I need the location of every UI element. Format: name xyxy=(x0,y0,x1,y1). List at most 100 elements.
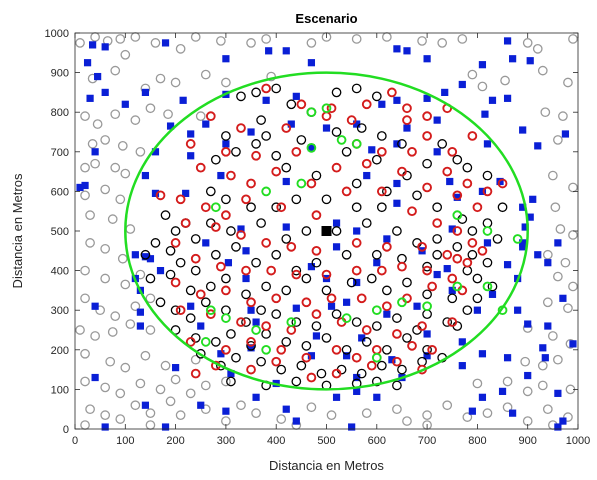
data-point-series-0-115 xyxy=(115,414,126,424)
data-point-series-1-70 xyxy=(526,213,534,221)
data-point-series-1-137 xyxy=(91,373,99,382)
data-point-series-3-2 xyxy=(326,103,337,114)
data-point-series-2-56 xyxy=(361,218,372,228)
data-point-series-1-19 xyxy=(141,88,150,96)
data-point-series-1-10 xyxy=(478,61,487,69)
data-point-series-1-42 xyxy=(561,130,570,138)
data-point-series-3-44 xyxy=(276,202,287,213)
data-point-series-2-57 xyxy=(392,226,402,236)
data-point-series-0-26 xyxy=(170,77,181,88)
data-point-series-1-16 xyxy=(86,94,94,102)
data-point-series-2-36 xyxy=(291,194,302,205)
data-point-series-1-133 xyxy=(423,352,431,360)
data-point-series-3-65 xyxy=(170,238,181,248)
data-point-series-2-139 xyxy=(296,360,307,371)
data-point-series-0-57 xyxy=(568,182,578,193)
data-point-series-1-83 xyxy=(202,239,210,247)
data-point-series-1-13 xyxy=(526,57,534,65)
data-point-series-1-97 xyxy=(544,259,552,267)
data-point-series-0-71 xyxy=(120,279,131,290)
data-point-series-2-135 xyxy=(216,360,226,371)
data-point-series-3-62 xyxy=(442,249,453,260)
data-point-series-0-74 xyxy=(568,281,578,292)
data-point-series-0-12 xyxy=(306,38,317,48)
data-point-series-1-34 xyxy=(247,128,255,136)
data-point-series-0-10 xyxy=(246,38,256,48)
chart-title: Escenario xyxy=(295,11,357,26)
data-point-series-1-93 xyxy=(433,270,441,279)
y-tick-label-400: 400 xyxy=(51,266,69,278)
data-point-series-0-94 xyxy=(160,360,171,371)
data-point-series-0-127 xyxy=(361,408,372,419)
data-point-series-0-55 xyxy=(115,194,126,205)
data-point-series-3-5 xyxy=(402,103,412,114)
data-point-series-1-121 xyxy=(252,318,260,326)
data-point-series-1-17 xyxy=(101,88,109,96)
data-point-series-4-16 xyxy=(371,305,382,316)
data-point-series-0-27 xyxy=(200,69,211,80)
data-point-series-1-132 xyxy=(388,356,396,364)
data-point-series-3-104 xyxy=(301,352,312,363)
data-point-series-2-72 xyxy=(271,249,282,260)
data-point-series-3-115 xyxy=(331,368,342,379)
data-point-series-0-54 xyxy=(100,184,111,195)
data-point-series-0-6 xyxy=(150,38,161,48)
data-point-series-2-151 xyxy=(371,376,382,387)
data-point-series-0-41 xyxy=(195,111,206,122)
data-point-series-1-103 xyxy=(448,286,456,294)
data-point-series-1-45 xyxy=(187,152,195,160)
data-point-series-1-74 xyxy=(353,227,361,235)
data-point-series-2-49 xyxy=(190,234,201,244)
data-point-series-0-133 xyxy=(482,408,493,419)
data-point-series-3-8 xyxy=(205,111,216,122)
data-point-series-3-38 xyxy=(472,202,483,213)
data-point-series-1-112 xyxy=(327,302,336,310)
data-point-series-0-68 xyxy=(560,257,571,268)
data-point-series-2-87 xyxy=(221,273,231,284)
data-point-series-3-50 xyxy=(452,226,463,236)
data-point-series-1-108 xyxy=(136,308,144,316)
data-point-series-2-14 xyxy=(341,146,352,157)
data-point-series-1-147 xyxy=(373,393,381,401)
data-point-series-1-26 xyxy=(423,94,431,102)
data-point-series-3-17 xyxy=(185,139,196,149)
data-point-series-2-82 xyxy=(487,281,498,292)
data-point-series-3-31 xyxy=(271,166,282,177)
data-point-series-2-100 xyxy=(155,297,166,308)
data-point-series-3-58 xyxy=(311,245,322,256)
data-point-series-1-68 xyxy=(519,203,527,211)
data-point-series-3-37 xyxy=(452,190,463,201)
data-point-series-3-33 xyxy=(331,162,342,173)
data-point-series-0-120 xyxy=(200,404,211,415)
data-point-series-1-30 xyxy=(503,94,512,102)
data-point-series-0-103 xyxy=(155,384,166,395)
data-point-series-1-7 xyxy=(393,45,401,53)
data-point-series-0-136 xyxy=(542,404,553,415)
data-point-series-2-109 xyxy=(311,321,322,331)
data-point-series-2-126 xyxy=(301,340,312,351)
data-point-series-2-88 xyxy=(241,289,251,300)
data-point-series-0-30 xyxy=(467,69,478,80)
data-point-series-1-4 xyxy=(265,47,273,55)
data-point-series-1-33 xyxy=(202,120,210,128)
data-point-series-0-99 xyxy=(80,376,90,387)
data-point-series-2-146 xyxy=(226,376,236,387)
data-point-series-4-10 xyxy=(512,234,523,244)
data-point-series-1-8 xyxy=(403,47,411,55)
data-point-series-1-49 xyxy=(393,140,401,148)
data-point-series-3-39 xyxy=(155,190,166,201)
data-point-series-3-57 xyxy=(286,241,297,252)
data-point-series-2-39 xyxy=(376,202,387,213)
data-point-series-1-154 xyxy=(252,393,260,401)
data-point-series-1-81 xyxy=(141,253,150,261)
data-point-series-2-140 xyxy=(316,368,327,379)
data-point-series-1-94 xyxy=(443,265,451,273)
data-point-series-3-70 xyxy=(291,269,302,280)
data-point-series-2-89 xyxy=(261,281,271,292)
data-point-series-0-21 xyxy=(568,34,578,44)
data-point-series-2-106 xyxy=(256,305,266,316)
data-point-series-0-28 xyxy=(221,77,231,88)
data-point-series-1-84 xyxy=(242,247,250,255)
data-point-series-1-79 xyxy=(554,239,562,247)
data-point-series-3-45 xyxy=(311,210,322,221)
